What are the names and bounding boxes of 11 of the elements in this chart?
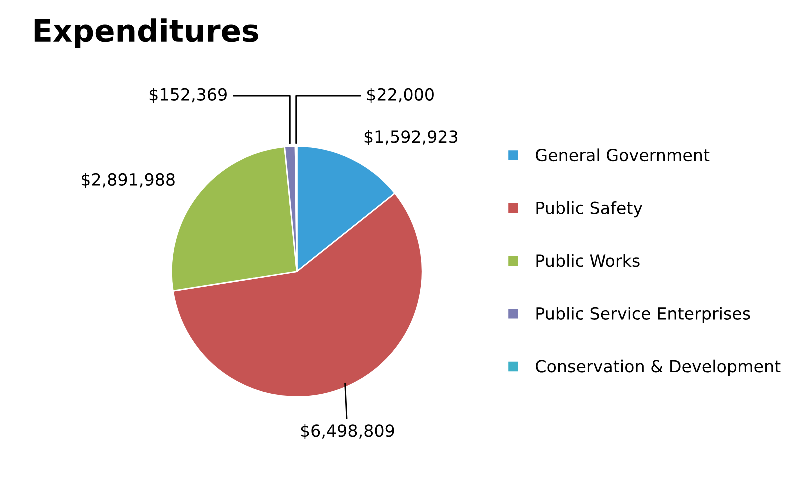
data-label: $1,592,923 — [364, 130, 458, 146]
data-label: $6,498,809 — [301, 424, 394, 440]
legend-label: Public Service Enterprises — [536, 307, 750, 324]
chart-title: Expenditures — [34, 18, 258, 48]
legend-label: Conservation & Development — [536, 360, 781, 376]
legend-label: Public Works — [536, 254, 640, 268]
data-label: $2,891,988 — [82, 173, 175, 188]
legend-label: Public Safety — [536, 201, 643, 218]
legend-label: General Government — [536, 148, 710, 162]
data-label: $152,369 — [150, 88, 227, 104]
data-label: $22,000 — [368, 88, 434, 104]
